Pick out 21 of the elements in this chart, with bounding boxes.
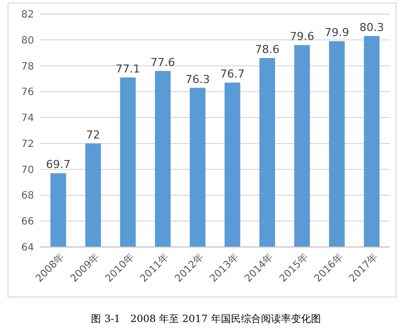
data-label: 72 bbox=[86, 128, 100, 142]
y-tick-label: 72 bbox=[21, 138, 34, 150]
data-label: 69.7 bbox=[46, 158, 71, 172]
y-tick-label: 80 bbox=[21, 35, 34, 46]
y-tick-label: 70 bbox=[21, 164, 34, 176]
data-label: 78.6 bbox=[254, 43, 280, 56]
text: 图 3-1 2008 年至 2017 年国民综合阅读率变化图 bbox=[91, 313, 321, 325]
data-label: 79.6 bbox=[290, 30, 314, 44]
data-label: 79.9 bbox=[324, 26, 350, 40]
y-tick-label: 68 bbox=[21, 190, 34, 202]
data-label: 76.3 bbox=[185, 72, 210, 86]
y-tick-label: 64 bbox=[21, 242, 34, 254]
data-label: 77.1 bbox=[116, 62, 140, 76]
data-label: 80.3 bbox=[359, 21, 384, 34]
y-tick-label: 76 bbox=[21, 87, 34, 98]
data-label: 77.6 bbox=[150, 56, 176, 69]
y-tick-label: 78 bbox=[21, 61, 34, 72]
y-tick-label: 74 bbox=[21, 113, 34, 124]
y-tick-label: 82 bbox=[21, 10, 34, 20]
y-tick-label: 66 bbox=[21, 216, 34, 228]
data-label: 76.7 bbox=[220, 68, 245, 81]
